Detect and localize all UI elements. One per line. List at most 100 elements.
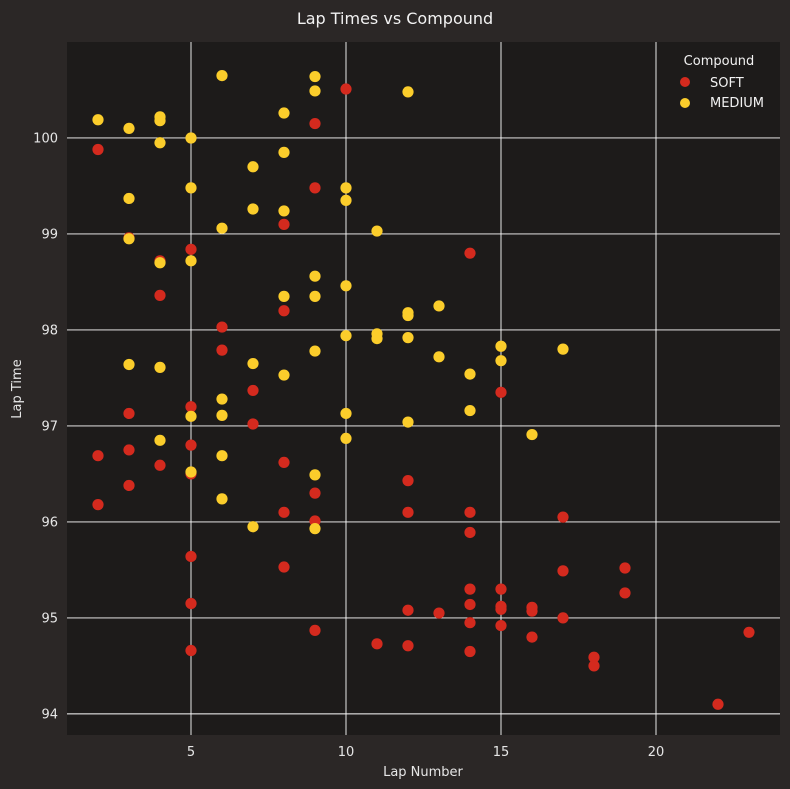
point-medium [185, 182, 197, 194]
point-soft [464, 247, 476, 259]
point-medium [309, 469, 321, 481]
point-soft [588, 651, 600, 663]
chart-title: Lap Times vs Compound [297, 9, 493, 28]
point-medium [278, 290, 290, 302]
point-medium [216, 222, 228, 234]
point-soft [123, 479, 135, 492]
point-medium [371, 332, 383, 345]
point-soft [371, 638, 383, 650]
point-medium [278, 205, 290, 217]
y-tick-label: 97 [41, 419, 58, 434]
y-tick-label: 98 [41, 323, 58, 338]
point-soft [185, 644, 197, 657]
point-soft [557, 565, 569, 577]
point-soft [278, 218, 290, 230]
point-medium [123, 233, 135, 245]
point-medium [278, 369, 290, 381]
point-medium [247, 203, 259, 215]
point-medium [371, 225, 383, 237]
point-medium [309, 523, 321, 535]
point-medium [216, 69, 228, 82]
point-soft [123, 407, 135, 420]
point-medium [123, 358, 135, 371]
point-medium [433, 300, 445, 312]
point-soft [464, 617, 476, 629]
point-soft [309, 182, 321, 194]
point-soft [495, 386, 507, 398]
point-medium [216, 409, 228, 421]
point-soft [278, 456, 290, 469]
point-medium [216, 450, 228, 462]
point-medium [402, 416, 414, 428]
point-soft [402, 604, 414, 616]
point-soft [154, 459, 166, 471]
point-soft [402, 506, 414, 518]
point-soft [185, 550, 197, 563]
point-soft [433, 607, 445, 619]
point-soft [185, 243, 197, 255]
plot-area [67, 42, 780, 735]
point-medium [495, 355, 507, 367]
point-soft [557, 511, 569, 523]
point-medium [340, 280, 352, 292]
point-soft [92, 143, 104, 156]
y-tick-label: 95 [41, 611, 58, 626]
point-soft [247, 418, 259, 430]
point-medium [123, 122, 135, 134]
point-soft [216, 321, 228, 333]
point-medium [464, 368, 476, 380]
point-medium [92, 114, 104, 126]
point-soft [495, 603, 507, 615]
point-medium [185, 132, 197, 144]
y-axis-label: Lap Time [10, 359, 25, 418]
point-soft [278, 561, 290, 573]
point-medium [247, 357, 259, 370]
legend: Compound SOFT MEDIUM [680, 54, 764, 111]
point-soft [464, 645, 476, 658]
point-medium [433, 351, 445, 363]
point-medium [402, 86, 414, 98]
point-soft [464, 583, 476, 595]
legend-title: Compound [684, 54, 755, 69]
point-medium [278, 146, 290, 158]
data-points [92, 69, 755, 710]
point-soft [185, 597, 197, 610]
point-soft [464, 506, 476, 518]
point-medium [340, 432, 352, 445]
point-medium [340, 194, 352, 206]
point-soft [216, 344, 228, 356]
point-medium [154, 434, 166, 446]
point-soft [495, 619, 507, 632]
x-tick-label: 10 [338, 745, 355, 760]
x-tick-label: 15 [493, 745, 510, 760]
point-medium [309, 85, 321, 97]
point-medium [309, 270, 321, 282]
point-medium [123, 192, 135, 205]
point-soft [185, 401, 197, 413]
point-medium [154, 115, 166, 127]
point-medium [526, 428, 538, 441]
point-soft [309, 515, 321, 527]
legend-marker-medium [680, 98, 690, 108]
point-medium [154, 361, 166, 373]
point-soft [619, 587, 631, 599]
point-soft [619, 562, 631, 574]
point-medium [154, 137, 166, 149]
point-medium [340, 330, 352, 342]
point-medium [309, 290, 321, 302]
point-soft [743, 626, 755, 638]
point-soft [588, 660, 600, 672]
legend-label-soft: SOFT [710, 76, 744, 91]
tick-labels: 5 10 15 20 94 95 96 97 98 99 100 [33, 131, 664, 760]
x-tick-label: 5 [187, 745, 195, 760]
point-soft [309, 624, 321, 636]
point-medium [216, 393, 228, 405]
point-soft [309, 487, 321, 499]
point-medium [557, 343, 569, 355]
point-soft [278, 506, 290, 518]
point-medium [309, 70, 321, 83]
point-soft [92, 499, 104, 511]
point-soft [154, 289, 166, 301]
